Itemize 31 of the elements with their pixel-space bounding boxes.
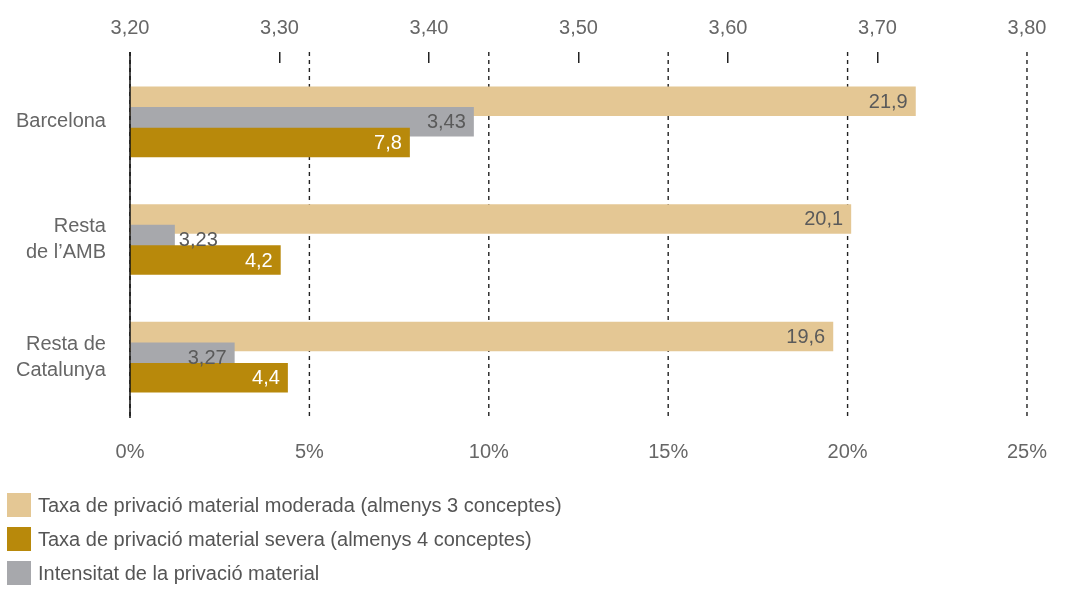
legend-label: Taxa de privació material severa (almenys 4 conceptes) — [38, 527, 532, 551]
legend-label: Intensitat de la privació material — [38, 561, 320, 585]
data-label: 21,9 — [868, 89, 908, 112]
bar — [130, 321, 834, 352]
x2-tick-label: 3,80 — [1007, 15, 1047, 38]
x2-tick-label: 3,50 — [559, 15, 598, 38]
legend-label: Taxa de privació material moderada (almenys 3 conceptes) — [38, 493, 562, 517]
data-label: 20,1 — [804, 207, 844, 230]
x-tick-label: 10% — [468, 439, 510, 462]
x2-tick-label: 3,40 — [409, 15, 449, 38]
data-label: 3,23 — [178, 228, 218, 251]
y-tick-label: Resta de Catalunya — [15, 331, 107, 380]
x2-tick-label: 3,30 — [260, 15, 299, 38]
bar — [130, 204, 852, 234]
x-tick-label: 25% — [1006, 439, 1048, 462]
x2-tick-label: 3,20 — [110, 15, 150, 38]
y-tick-label: Barcelona — [15, 109, 107, 132]
x-tick-label: 20% — [827, 439, 868, 462]
x2-tick-label: 3,70 — [858, 15, 897, 38]
x2-tick-label: 3,60 — [708, 15, 748, 38]
data-label: 3,43 — [426, 110, 466, 133]
x-tick-label: 5% — [294, 439, 325, 462]
data-label: 19,6 — [786, 325, 826, 348]
y-tick-label: Resta de l’AMB — [25, 214, 107, 263]
data-label: 7,8 — [374, 130, 402, 153]
bar — [130, 127, 410, 158]
data-label: 4,2 — [244, 248, 273, 271]
data-label: 3,27 — [187, 345, 227, 368]
x-tick-label: 0% — [115, 439, 145, 462]
x-tick-label: 15% — [648, 439, 689, 462]
data-label: 4,4 — [252, 366, 280, 389]
